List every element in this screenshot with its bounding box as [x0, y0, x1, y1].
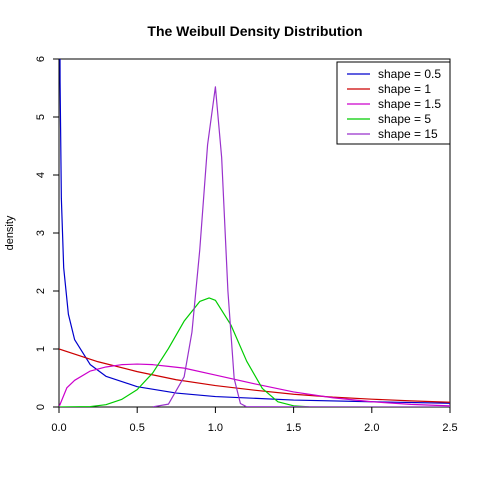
chart-title: The Weibull Density Distribution: [147, 23, 362, 39]
x-tick-label: 0.0: [51, 422, 66, 434]
x-tick-label: 1.0: [208, 422, 223, 434]
series-line: [59, 59, 450, 404]
legend-label: shape = 5: [378, 112, 431, 126]
legend-label: shape = 15: [378, 127, 438, 141]
legend-label: shape = 1.5: [378, 97, 441, 111]
legend-box: [336, 61, 451, 145]
y-tick-label: 0: [35, 404, 47, 410]
y-tick-label: 4: [35, 172, 47, 178]
x-tick-label: 2.5: [442, 422, 457, 434]
x-tick-label: 1.5: [286, 422, 301, 434]
y-tick-label: 1: [35, 346, 47, 352]
series-layer: [59, 59, 450, 407]
x-tick-label: 2.0: [364, 422, 379, 434]
y-tick-label: 3: [35, 230, 47, 236]
series-line: [152, 86, 450, 407]
y-tick-label: 6: [35, 56, 47, 62]
x-tick-label: 0.5: [130, 422, 145, 434]
legend-label: shape = 1: [378, 82, 431, 96]
y-tick-label: 2: [35, 288, 47, 294]
series-line: [59, 297, 450, 407]
y-axis-label: density: [4, 215, 16, 250]
legend-label: shape = 0.5: [378, 67, 441, 81]
y-tick-label: 5: [35, 114, 47, 120]
series-line: [59, 348, 450, 403]
series-line: [59, 363, 450, 407]
